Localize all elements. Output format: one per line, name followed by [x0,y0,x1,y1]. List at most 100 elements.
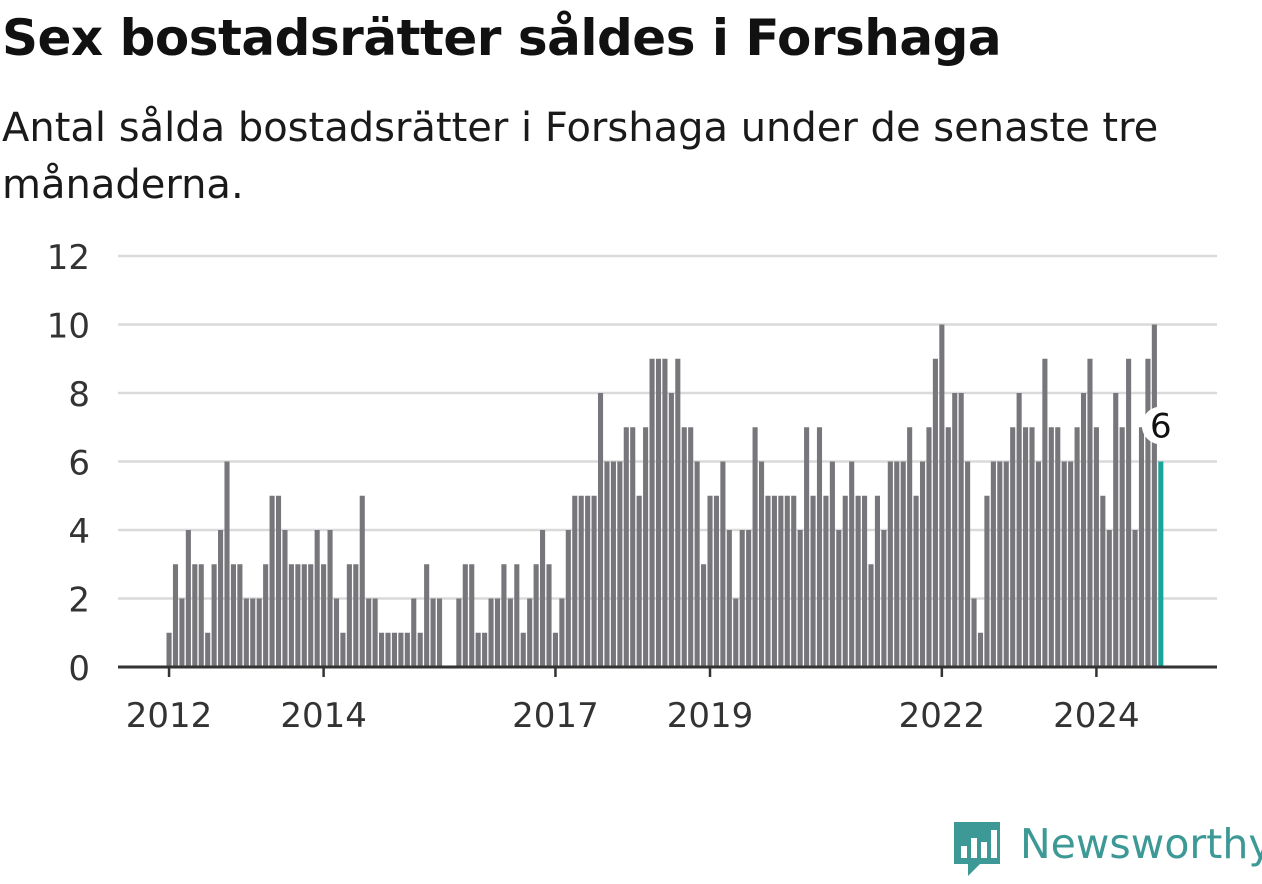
bar [952,393,958,667]
bar [205,632,211,667]
y-axis-ticks: 0 2 4 6 8 10 12 [47,238,90,689]
bar [694,461,700,667]
bar [488,598,494,667]
bar [340,632,346,667]
bar [971,598,977,667]
bar [263,564,269,667]
bar [1029,427,1035,667]
bar [945,427,951,667]
bar [849,461,855,667]
bars [166,324,1164,667]
bar [379,632,385,667]
highlight-label-bg [1141,406,1180,445]
bar [636,495,642,667]
bar [533,564,539,667]
bar [1074,427,1080,667]
bar [958,393,964,667]
bar [1100,495,1106,667]
bar [1145,358,1151,667]
bar [237,564,243,667]
bar [359,495,365,667]
bar [230,564,236,667]
newsworthy-logo: Newsworthy [950,818,1262,878]
bar [430,598,436,667]
bar [823,495,829,667]
bar [842,495,848,667]
bar [218,530,224,667]
bar [668,393,674,667]
bar [784,495,790,667]
bar [540,530,546,667]
bar [1048,427,1054,667]
bar [1042,358,1048,667]
bar [179,598,185,667]
bar [662,358,668,667]
bar [720,461,726,667]
bar [1061,461,1067,667]
bar [1080,393,1087,667]
bar [507,598,513,667]
bar [597,393,604,667]
bar [907,427,913,667]
bar [894,461,900,667]
bar [321,564,327,667]
bar [327,530,333,667]
bar [771,495,777,667]
bar [559,598,565,667]
bar [791,495,797,667]
bar [192,564,198,667]
bar [494,598,501,667]
bar [417,632,423,667]
bar-chart: 0 2 4 6 8 10 12 2012 2014 2017 2019 2022 2024 6 [47,238,1217,730]
bar [804,427,810,667]
bar [269,495,275,667]
bar [585,495,591,667]
bar [874,495,880,667]
bar [1138,427,1145,667]
bar [385,632,391,667]
bar [997,461,1003,667]
bar [681,427,687,667]
bar [610,461,616,667]
bar [926,427,932,667]
bar [1087,358,1093,667]
bar [752,427,758,667]
bar [855,495,861,667]
bar [1151,324,1157,667]
bar [424,564,430,667]
bar [1126,358,1132,667]
bar [172,564,179,667]
bar [308,564,314,667]
bar [404,632,410,667]
bar [733,598,739,667]
bar [675,358,681,667]
annotations: 6 [1141,406,1180,447]
bar [984,495,990,667]
bar [887,461,893,667]
bar [836,530,842,667]
bar [211,564,217,667]
bar [185,530,191,667]
bar [701,564,707,667]
bar [353,564,359,667]
highlight-value-label: 6 [1150,407,1172,447]
bar [630,427,636,667]
bar [398,632,404,667]
y-tick-label: 2 [68,581,90,621]
bar [333,598,340,667]
bar [1016,393,1022,667]
bar [939,324,945,667]
bar [501,564,507,667]
bar [829,461,835,667]
bar [1010,427,1016,667]
bar [900,461,906,667]
bar [301,564,307,667]
bar [469,564,475,667]
newsworthy-logo-icon [954,822,1000,876]
chart-title: Sex bostadsrätter såldes i Forshaga [2,9,1002,67]
bar [527,598,533,667]
bar [288,564,294,667]
bar [707,495,713,667]
bar [346,564,352,667]
bar [913,495,919,667]
